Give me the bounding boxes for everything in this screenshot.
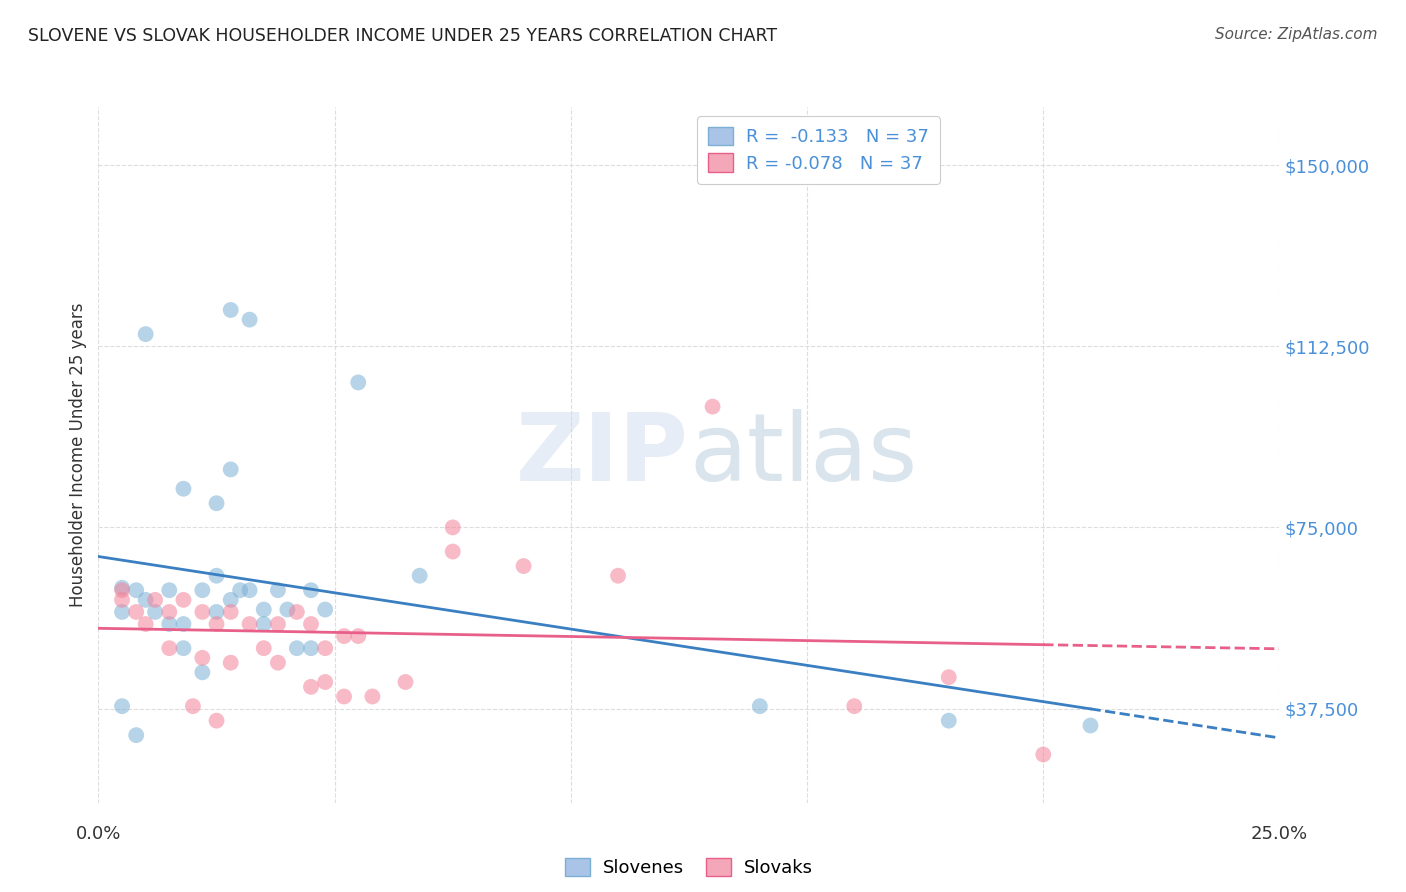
Point [125,583,148,598]
Point [408,568,430,582]
Point [172,592,194,607]
Text: atlas: atlas [689,409,917,501]
Point [938,670,960,684]
Point [191,583,214,598]
Point [125,605,148,619]
Point [191,651,214,665]
Point [441,544,464,558]
Text: Source: ZipAtlas.com: Source: ZipAtlas.com [1215,27,1378,42]
Point [219,303,242,318]
Point [314,641,336,656]
Point [748,699,770,714]
Point [181,699,204,714]
Point [347,376,370,390]
Point [607,568,630,582]
Point [172,482,194,496]
Point [333,690,356,704]
Point [111,583,134,598]
Text: SLOVENE VS SLOVAK HOUSEHOLDER INCOME UNDER 25 YEARS CORRELATION CHART: SLOVENE VS SLOVAK HOUSEHOLDER INCOME UND… [28,27,778,45]
Point [191,665,214,680]
Point [229,583,252,598]
Point [219,462,242,476]
Point [299,680,322,694]
Point [314,602,336,616]
Point [314,675,336,690]
Point [299,617,322,632]
Point [135,617,157,632]
Point [111,699,134,714]
Point [143,605,166,619]
Point [157,605,180,619]
Point [172,617,194,632]
Point [135,592,157,607]
Point [394,675,416,690]
Point [135,327,157,342]
Point [285,641,308,656]
Point [172,641,194,656]
Point [157,641,180,656]
Point [253,617,276,632]
Point [702,400,724,414]
Point [219,656,242,670]
Point [111,605,134,619]
Point [205,617,228,632]
Point [512,559,534,574]
Point [441,520,464,534]
Legend: Slovenes, Slovaks: Slovenes, Slovaks [558,850,820,884]
Point [191,605,214,619]
Point [347,629,370,643]
Y-axis label: Householder Income Under 25 years: Householder Income Under 25 years [69,302,87,607]
Point [361,690,384,704]
Point [938,714,960,728]
Point [276,602,298,616]
Point [1080,718,1102,732]
Point [299,641,322,656]
Point [1032,747,1054,762]
Point [219,592,242,607]
Point [111,592,134,607]
Point [844,699,866,714]
Point [125,728,148,742]
Point [239,617,262,632]
Point [205,568,228,582]
Point [333,629,356,643]
Point [267,656,290,670]
Point [253,602,276,616]
Text: ZIP: ZIP [516,409,689,501]
Point [267,583,290,598]
Point [285,605,308,619]
Text: 25.0%: 25.0% [1251,825,1308,843]
Point [239,312,262,326]
Point [267,617,290,632]
Point [253,641,276,656]
Point [205,714,228,728]
Point [205,496,228,510]
Point [239,583,262,598]
Point [143,592,166,607]
Point [219,605,242,619]
Point [157,583,180,598]
Point [205,605,228,619]
Text: 0.0%: 0.0% [76,825,121,843]
Point [299,583,322,598]
Point [111,581,134,595]
Point [157,617,180,632]
